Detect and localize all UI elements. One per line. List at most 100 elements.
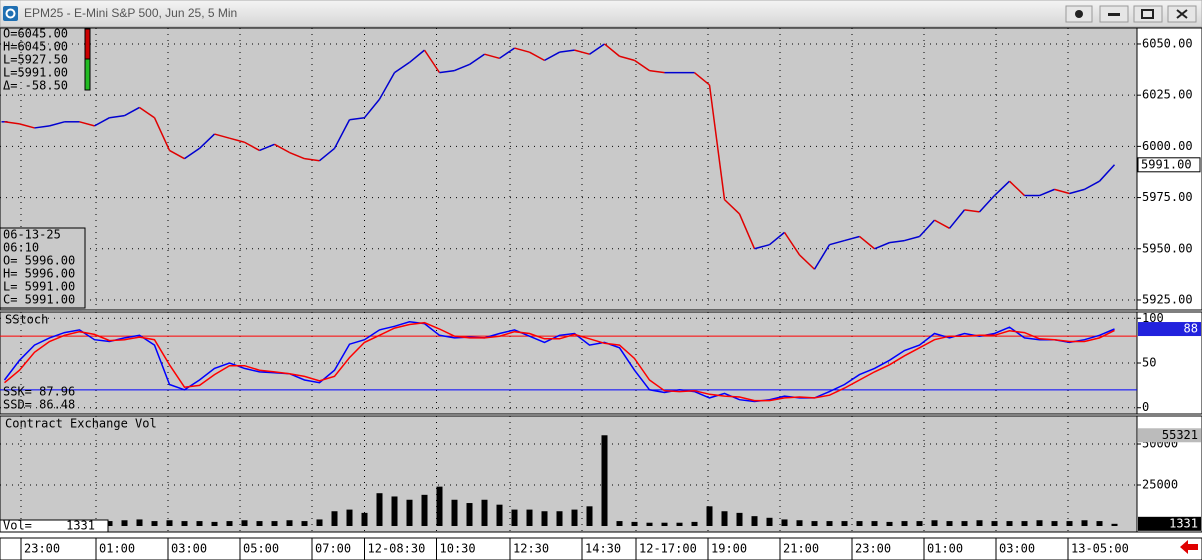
price-segment bbox=[1039, 188, 1055, 197]
x-tick-label: 01:00 bbox=[927, 542, 963, 556]
price-segment bbox=[349, 116, 365, 121]
price-readout: L=5991.00 bbox=[3, 66, 68, 80]
y-tick-label: 0 bbox=[1142, 400, 1149, 414]
volume-bar bbox=[271, 521, 278, 526]
volume-bar bbox=[181, 521, 188, 526]
volume-bar bbox=[286, 520, 293, 526]
price-segment bbox=[229, 137, 245, 143]
price-segment bbox=[844, 235, 860, 242]
price-segment bbox=[319, 147, 335, 162]
volume-bar bbox=[991, 521, 998, 526]
volume-bar bbox=[946, 521, 953, 526]
volume-bar bbox=[1111, 523, 1118, 526]
price-segment bbox=[378, 72, 396, 100]
volume-bar bbox=[331, 511, 338, 526]
volume-bar bbox=[136, 519, 143, 526]
volume-bar bbox=[856, 521, 863, 526]
volume-bar bbox=[196, 521, 203, 526]
x-tick-label: 05:00 bbox=[243, 542, 279, 556]
volume-bar bbox=[511, 509, 518, 526]
volume-bar bbox=[466, 503, 473, 526]
last-vol-box bbox=[1138, 516, 1201, 531]
volume-bar bbox=[361, 512, 368, 526]
price-segment bbox=[918, 219, 936, 237]
volume-bar bbox=[571, 509, 578, 526]
price-segment bbox=[694, 72, 710, 86]
price-segment bbox=[34, 125, 50, 129]
scroll-arrow[interactable] bbox=[1180, 540, 1198, 554]
price-segment bbox=[109, 114, 125, 119]
price-segment bbox=[889, 239, 905, 244]
volume-bar bbox=[301, 521, 308, 526]
volume-bar bbox=[631, 521, 638, 526]
price-segment bbox=[363, 98, 381, 119]
minimize-glyph bbox=[1108, 13, 1120, 16]
x-tick-label: 03:00 bbox=[999, 542, 1035, 556]
x-tick-label: 01:00 bbox=[99, 542, 135, 556]
last-stoch-label: 88 bbox=[1184, 322, 1198, 336]
max-vol-label: 55321 bbox=[1162, 428, 1198, 442]
price-readout: H=6045.00 bbox=[3, 40, 68, 54]
price-segment bbox=[529, 51, 545, 62]
volume-bar bbox=[556, 511, 563, 526]
price-segment bbox=[139, 106, 155, 119]
volume-bar bbox=[496, 504, 503, 526]
x-tick-label: 13-05:00 bbox=[1071, 542, 1129, 556]
price-segment bbox=[1098, 164, 1116, 182]
volume-bar bbox=[841, 521, 848, 526]
volume-bar bbox=[661, 522, 668, 526]
price-segment bbox=[769, 231, 785, 246]
last-stoch-box bbox=[1138, 322, 1201, 337]
volume-bar bbox=[541, 511, 548, 526]
volume-bar bbox=[316, 519, 323, 526]
bar-readout: L= 5991.00 bbox=[3, 280, 75, 294]
price-segment bbox=[964, 209, 980, 213]
volume-bar bbox=[241, 520, 248, 526]
x-tick-label: 14:30 bbox=[585, 542, 621, 556]
price-segment bbox=[723, 199, 741, 215]
volume-bar bbox=[1081, 520, 1088, 526]
price-segment bbox=[394, 61, 410, 74]
bar-readout-box bbox=[0, 227, 86, 309]
volume-bar bbox=[676, 522, 683, 526]
title-bar bbox=[0, 0, 1202, 28]
volume-bar bbox=[166, 520, 173, 526]
bar-readout: H= 5996.00 bbox=[3, 267, 75, 281]
price-segment bbox=[153, 117, 171, 151]
volume-bar bbox=[1006, 521, 1013, 526]
volume-bar bbox=[346, 509, 353, 526]
price-segment bbox=[304, 157, 320, 162]
window-buttons bbox=[1065, 5, 1197, 23]
price-segment bbox=[559, 49, 575, 53]
price-segment bbox=[544, 51, 560, 62]
y-tick-label: 6050.00 bbox=[1142, 36, 1193, 50]
price-readout: O=6045.00 bbox=[3, 27, 68, 41]
price-segment bbox=[514, 47, 530, 53]
volume-bar bbox=[976, 520, 983, 526]
price-segment bbox=[619, 55, 635, 62]
price-segment bbox=[589, 43, 605, 55]
price-segment bbox=[454, 63, 470, 72]
volume-bar bbox=[796, 520, 803, 526]
volume-bar bbox=[1021, 521, 1028, 526]
volume-bar bbox=[436, 486, 443, 526]
last-price-label: 5991.00 bbox=[1141, 157, 1192, 171]
volume-bar bbox=[121, 520, 128, 526]
price-segment bbox=[169, 149, 185, 160]
vol-readout-box bbox=[0, 519, 109, 533]
y-tick-label: 5950.00 bbox=[1142, 241, 1193, 255]
volume-bar bbox=[1036, 520, 1043, 526]
price-segment bbox=[19, 123, 35, 129]
panel-title: SStoch bbox=[5, 313, 48, 327]
price-segment bbox=[499, 47, 515, 59]
bar-readout: C= 5991.00 bbox=[3, 293, 75, 307]
volume-bar bbox=[736, 512, 743, 526]
volume-bar bbox=[751, 516, 758, 526]
price-segment bbox=[1069, 188, 1085, 195]
restore-button[interactable] bbox=[1133, 5, 1163, 23]
price-segment bbox=[49, 121, 65, 127]
volume-bar bbox=[526, 509, 533, 526]
stoch-readout: SSK= 87.96 bbox=[3, 385, 75, 399]
stoch-line bbox=[4, 321, 1115, 402]
x-tick-label: 12-17:00 bbox=[639, 542, 697, 556]
